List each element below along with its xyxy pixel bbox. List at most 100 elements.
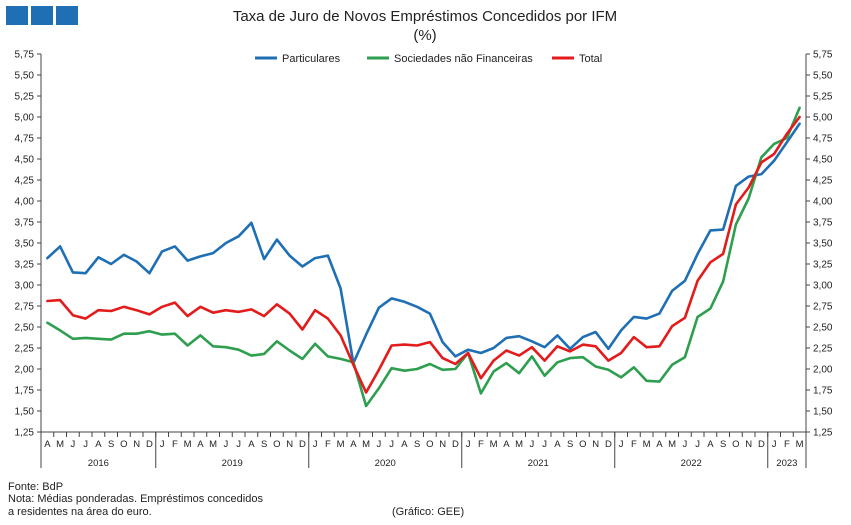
y-tick-label-right: 4,25 — [813, 176, 833, 187]
y-tick-label-left: 4,00 — [15, 197, 35, 208]
y-tick-label-right: 3,75 — [813, 218, 833, 229]
x-tick-label: J — [619, 439, 624, 450]
x-tick-label: O — [273, 439, 280, 450]
x-tick-label: M — [362, 439, 370, 450]
x-tick-label: J — [695, 439, 700, 450]
x-tick-label: S — [720, 439, 726, 450]
series-line-total — [46, 115, 801, 394]
logo-square-1 — [6, 6, 28, 25]
x-tick-label: A — [350, 439, 357, 450]
source-note: Fonte: BdP — [8, 481, 64, 493]
y-tick-label-right: 2,50 — [813, 323, 833, 334]
x-tick-label: M — [337, 439, 345, 450]
y-tick-label-left: 1,25 — [15, 428, 35, 439]
x-tick-label: J — [313, 439, 318, 450]
x-tick-label: A — [707, 439, 714, 450]
y-tick-label-left: 5,25 — [15, 92, 35, 103]
x-tick-label: J — [71, 439, 76, 450]
y-tick-label-left: 3,00 — [15, 281, 35, 292]
x-tick-label: D — [452, 439, 459, 450]
x-tick-label: M — [515, 439, 523, 450]
y-tick-label-left: 4,75 — [15, 134, 35, 145]
y-tick-label-left: 5,50 — [15, 71, 35, 82]
y-tick-label-right: 2,75 — [813, 302, 833, 313]
x-tick-label: M — [490, 439, 498, 450]
y-tick-label-right: 1,50 — [813, 407, 833, 418]
x-tick-label: M — [56, 439, 64, 450]
y-tick-label-left: 1,75 — [15, 386, 35, 397]
x-tick-label: J — [224, 439, 229, 450]
x-tick-label: N — [592, 439, 599, 450]
y-tick-label-right: 5,25 — [813, 92, 833, 103]
x-tick-label: D — [758, 439, 765, 450]
x-tick-label: J — [389, 439, 394, 450]
x-tick-label: D — [299, 439, 306, 450]
year-label: 2020 — [375, 458, 396, 469]
x-tick-label: F — [172, 439, 178, 450]
note-line-1: Nota: Médias ponderadas. Empréstimos con… — [8, 493, 263, 505]
logo-square-3 — [56, 6, 78, 25]
x-tick-label: M — [796, 439, 804, 450]
x-tick-label: N — [286, 439, 293, 450]
legend-label: Total — [579, 53, 602, 65]
x-tick-label: J — [683, 439, 688, 450]
y-tick-label-right: 1,75 — [813, 386, 833, 397]
x-tick-label: O — [120, 439, 127, 450]
x-tick-label: O — [732, 439, 739, 450]
x-tick-label: D — [146, 439, 153, 450]
x-tick-label: A — [656, 439, 663, 450]
x-tick-label: J — [530, 439, 535, 450]
x-tick-label: A — [197, 439, 204, 450]
y-tick-label-left: 2,50 — [15, 323, 35, 334]
y-tick-label-left: 1,50 — [15, 407, 35, 418]
y-tick-label-left: 2,00 — [15, 365, 35, 376]
note-line-2: a residentes na área do euro. — [8, 506, 152, 518]
x-tick-label: O — [579, 439, 586, 450]
legend-label: Sociedades não Financeiras — [394, 53, 533, 65]
y-tick-label-left: 5,00 — [15, 113, 35, 124]
x-tick-label: M — [668, 439, 676, 450]
y-tick-label-left: 3,25 — [15, 260, 35, 271]
y-tick-label-right: 3,00 — [813, 281, 833, 292]
x-tick-label: A — [401, 439, 408, 450]
x-tick-label: M — [643, 439, 651, 450]
year-label: 2021 — [528, 458, 549, 469]
x-tick-label: J — [466, 439, 471, 450]
y-tick-label-left: 4,50 — [15, 155, 35, 166]
y-tick-label-left: 2,25 — [15, 344, 35, 355]
x-tick-label: F — [631, 439, 637, 450]
logo-square-2 — [31, 6, 53, 25]
year-label: 2016 — [88, 458, 109, 469]
y-tick-label-right: 4,50 — [813, 155, 833, 166]
x-tick-label: A — [554, 439, 561, 450]
y-tick-label-right: 5,75 — [813, 50, 833, 61]
x-tick-label: M — [209, 439, 217, 450]
x-tick-label: N — [745, 439, 752, 450]
x-tick-label: M — [184, 439, 192, 450]
graphic-credit: (Gráfico: GEE) — [392, 506, 465, 518]
y-tick-label-right: 3,25 — [813, 260, 833, 271]
x-tick-label: J — [83, 439, 88, 450]
x-tick-label: A — [503, 439, 510, 450]
y-tick-label-right: 5,50 — [813, 71, 833, 82]
x-tick-label: F — [478, 439, 484, 450]
x-tick-label: N — [133, 439, 140, 450]
y-tick-label-left: 4,25 — [15, 176, 35, 187]
series-line-sociedades-n-o-financeiras — [46, 106, 801, 408]
x-tick-label: A — [95, 439, 102, 450]
x-tick-label: D — [605, 439, 612, 450]
x-tick-label: J — [772, 439, 777, 450]
chart-title: Taxa de Juro de Novos Empréstimos Conced… — [232, 8, 618, 25]
year-label: 2022 — [681, 458, 702, 469]
y-tick-label-right: 1,25 — [813, 428, 833, 439]
x-tick-label: A — [44, 439, 51, 450]
x-tick-label: J — [542, 439, 547, 450]
x-tick-label: O — [426, 439, 433, 450]
logo — [6, 6, 78, 25]
x-tick-label: J — [160, 439, 165, 450]
y-tick-label-left: 3,50 — [15, 239, 35, 250]
y-tick-label-left: 5,75 — [15, 50, 35, 61]
y-tick-label-left: 2,75 — [15, 302, 35, 313]
x-tick-label: S — [414, 439, 420, 450]
x-tick-label: J — [377, 439, 382, 450]
